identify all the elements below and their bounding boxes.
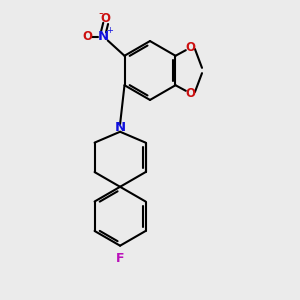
Text: F: F [116,252,124,265]
Text: O: O [185,41,195,54]
Text: O: O [82,30,92,43]
Text: +: + [106,26,112,35]
Text: -: - [98,7,103,20]
Text: N: N [115,122,126,134]
Text: N: N [98,30,109,43]
Text: O: O [101,13,111,26]
Text: O: O [185,87,195,100]
